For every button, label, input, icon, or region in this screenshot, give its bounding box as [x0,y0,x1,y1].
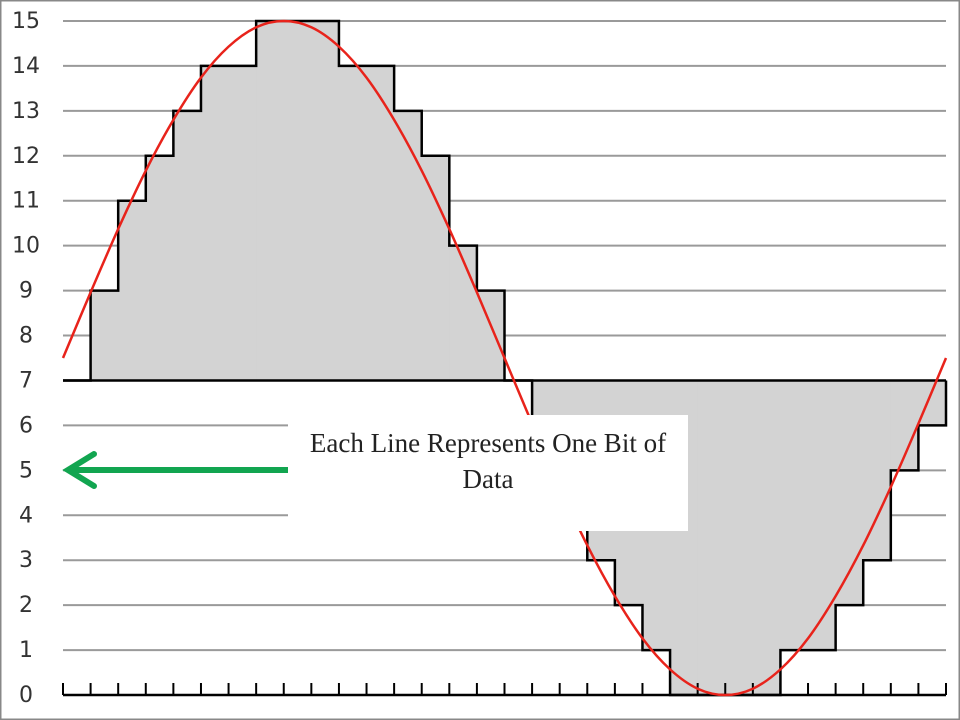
y-tick-label: 10 [12,234,40,259]
y-tick-label: 0 [19,683,33,708]
step-bar [449,245,478,381]
step-bar [338,65,368,381]
step-bar [200,65,230,381]
annotation: Each Line Represents One Bit of Data [288,415,688,531]
sine-curve [61,19,948,697]
step-bar [421,155,450,381]
y-tick-label: 6 [19,413,33,438]
step-bar [283,21,312,381]
y-tick-label: 12 [12,144,40,169]
step-bar [725,380,754,695]
y-tick-label: 15 [12,9,40,34]
y-tick-label: 11 [12,189,40,214]
y-tick-label: 2 [19,593,33,618]
step-outline [63,19,948,697]
step-bar [780,380,809,651]
step-bar [145,155,174,381]
step-bar [752,380,781,695]
step-bar [118,200,147,381]
step-bar [90,290,119,381]
y-tick-label: 13 [12,99,40,124]
step-bar [173,110,202,381]
y-tick-label: 8 [19,324,33,349]
y-tick-label: 1 [19,638,33,663]
y-tick-label: 5 [19,458,33,483]
y-tick-label: 9 [19,279,33,304]
step-bar [835,380,864,606]
step-bar [311,21,340,381]
y-tick-label: 4 [19,503,33,528]
step-bar [863,380,892,561]
step-bar [228,65,257,381]
step-bar [697,380,726,695]
step-bar [808,380,837,651]
y-tick-label: 7 [19,368,33,393]
step-bar [394,110,423,381]
y-tick-label: 14 [12,54,40,79]
y-tick-label: 3 [19,548,33,573]
step-bar [256,21,285,381]
step-bar [366,65,395,381]
arrow-head [62,451,97,489]
